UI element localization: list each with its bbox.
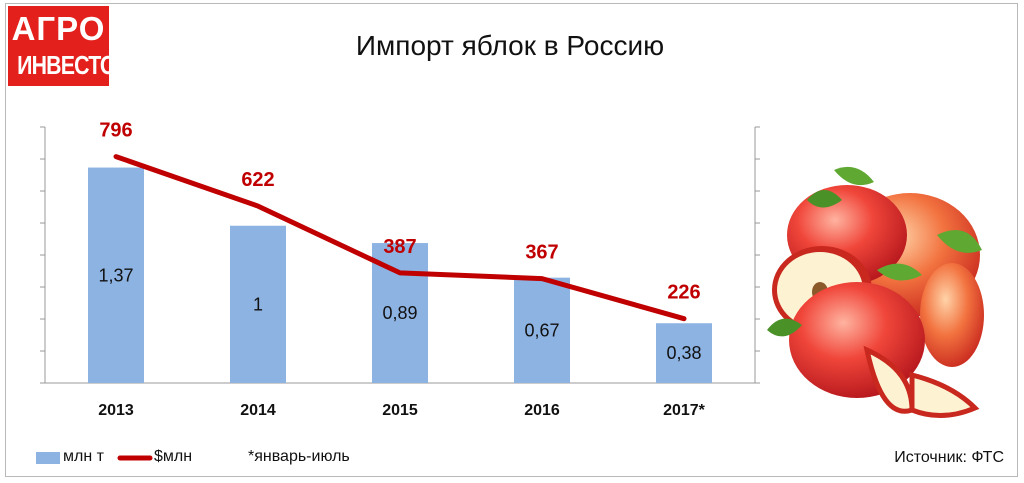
apples-illustration-icon [767,166,984,419]
line-value-label: 387 [383,236,416,258]
logo-line-1: АГРО [11,10,106,47]
bar-value-label: 0,89 [382,303,417,323]
bar-value-label: 1 [253,294,263,314]
line-value-label: 622 [241,169,274,191]
legend-line-label: $млн [154,448,193,465]
line-value-label: 796 [99,120,132,142]
chart-frame [5,3,1018,477]
x-tick-label: 2016 [524,402,560,419]
legend-bar-swatch [36,452,60,464]
footnote: *январь-июль [248,448,350,465]
legend-bar-label: млн т [63,448,104,465]
bar-mln-t [88,167,144,383]
line-value-label: 367 [525,242,558,264]
line-value-label: 226 [667,282,700,304]
line-usd-mln [113,154,687,322]
bar-value-label: 1,37 [98,265,133,285]
x-tick-label: 2017* [663,402,706,419]
bar-value-label: 0,38 [666,343,701,363]
bar-mln-t [230,225,286,383]
bar-value-label: 0,67 [524,320,559,340]
x-tick-label: 2015 [382,402,418,419]
source-note: Источник: ФТС [894,449,1004,466]
bar-mln-t [656,323,712,383]
x-tick-label: 2014 [240,402,276,419]
chart-title: Импорт яблок в Россию [355,30,665,61]
x-tick-label: 2013 [98,402,134,419]
bar-mln-t [514,277,570,383]
